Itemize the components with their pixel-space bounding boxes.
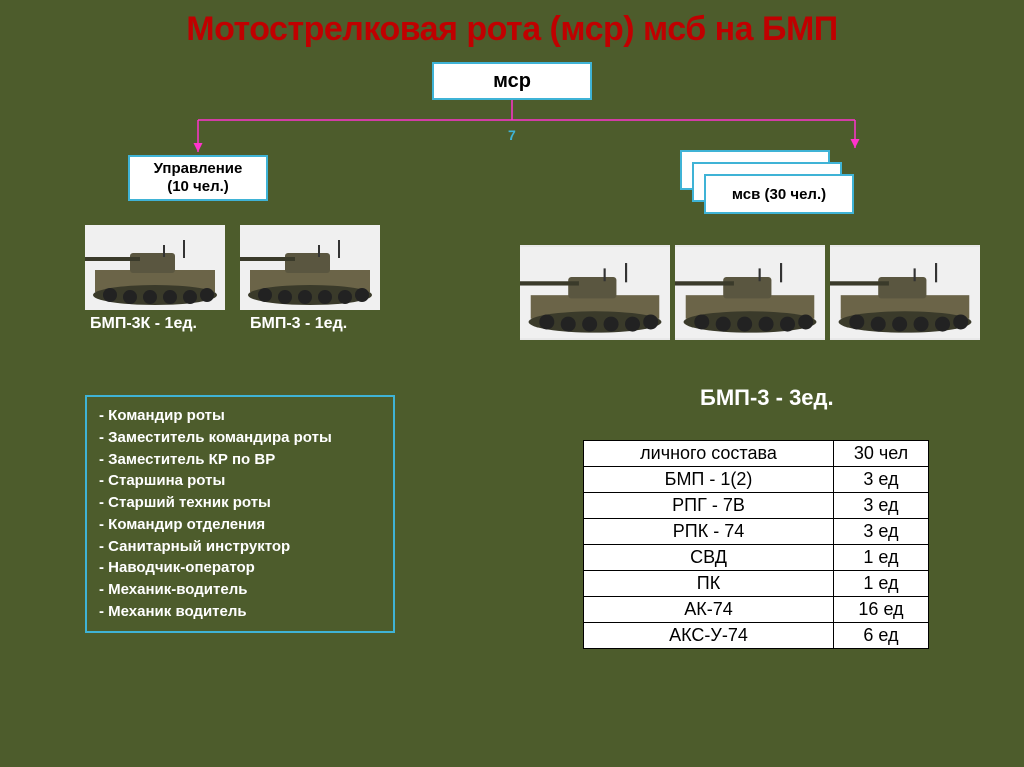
equip-name: РПК - 74	[584, 519, 834, 545]
role-item: - Старший техник роты	[99, 492, 381, 514]
vehicle-right-1	[675, 245, 825, 340]
equip-qty: 3 ед	[834, 519, 929, 545]
vehicle-left-label-1: БМП-3 - 1ед.	[250, 315, 347, 333]
equip-name: БМП - 1(2)	[584, 467, 834, 493]
equip-qty: 1 ед	[834, 545, 929, 571]
role-item: - Наводчик-оператор	[99, 557, 381, 579]
equip-qty: 3 ед	[834, 493, 929, 519]
right-group-label: БМП-3 - 3ед.	[700, 385, 834, 411]
equip-name: СВД	[584, 545, 834, 571]
svg-text:7: 7	[508, 127, 516, 143]
vehicle-right-0	[520, 245, 670, 340]
role-item: - Заместитель командира роты	[99, 427, 381, 449]
role-item: - Командир отделения	[99, 514, 381, 536]
slide-title: Мотострелковая рота (мср) мсб на БМП	[0, 0, 1024, 49]
role-item: - Заместитель КР по ВР	[99, 449, 381, 471]
node-msr: мср	[432, 62, 592, 100]
table-row: СВД 1 ед	[584, 545, 929, 571]
node-management-line2: (10 чел.)	[154, 178, 243, 196]
role-item: - Механик-водитель	[99, 579, 381, 601]
equip-name: АК-74	[584, 597, 834, 623]
equip-qty: 3 ед	[834, 467, 929, 493]
equipment-table: личного состава 30 чел БМП - 1(2) 3 ед Р…	[583, 440, 929, 649]
node-msv: мсв (30 чел.)	[704, 174, 854, 214]
table-row: ПК 1 ед	[584, 571, 929, 597]
table-row: РПГ - 7В 3 ед	[584, 493, 929, 519]
node-management: Управление (10 чел.)	[128, 155, 268, 201]
equip-name: АКС-У-74	[584, 623, 834, 649]
table-row: личного состава 30 чел	[584, 441, 929, 467]
table-row: БМП - 1(2) 3 ед	[584, 467, 929, 493]
equip-name: РПГ - 7В	[584, 493, 834, 519]
vehicle-left-0	[85, 225, 225, 310]
table-row: АКС-У-74 6 ед	[584, 623, 929, 649]
equip-name: личного состава	[584, 441, 834, 467]
table-row: РПК - 74 3 ед	[584, 519, 929, 545]
node-management-line1: Управление	[154, 160, 243, 178]
equip-qty: 16 ед	[834, 597, 929, 623]
equip-qty: 1 ед	[834, 571, 929, 597]
roles-list: - Командир роты- Заместитель командира р…	[85, 395, 395, 633]
equip-qty: 30 чел	[834, 441, 929, 467]
vehicle-left-label-0: БМП-3К - 1ед.	[90, 315, 197, 333]
role-item: - Санитарный инструктор	[99, 536, 381, 558]
equip-name: ПК	[584, 571, 834, 597]
role-item: - Старшина роты	[99, 470, 381, 492]
role-item: - Механик водитель	[99, 601, 381, 623]
table-row: АК-74 16 ед	[584, 597, 929, 623]
equip-qty: 6 ед	[834, 623, 929, 649]
vehicle-left-1	[240, 225, 380, 310]
role-item: - Командир роты	[99, 405, 381, 427]
vehicle-right-2	[830, 245, 980, 340]
